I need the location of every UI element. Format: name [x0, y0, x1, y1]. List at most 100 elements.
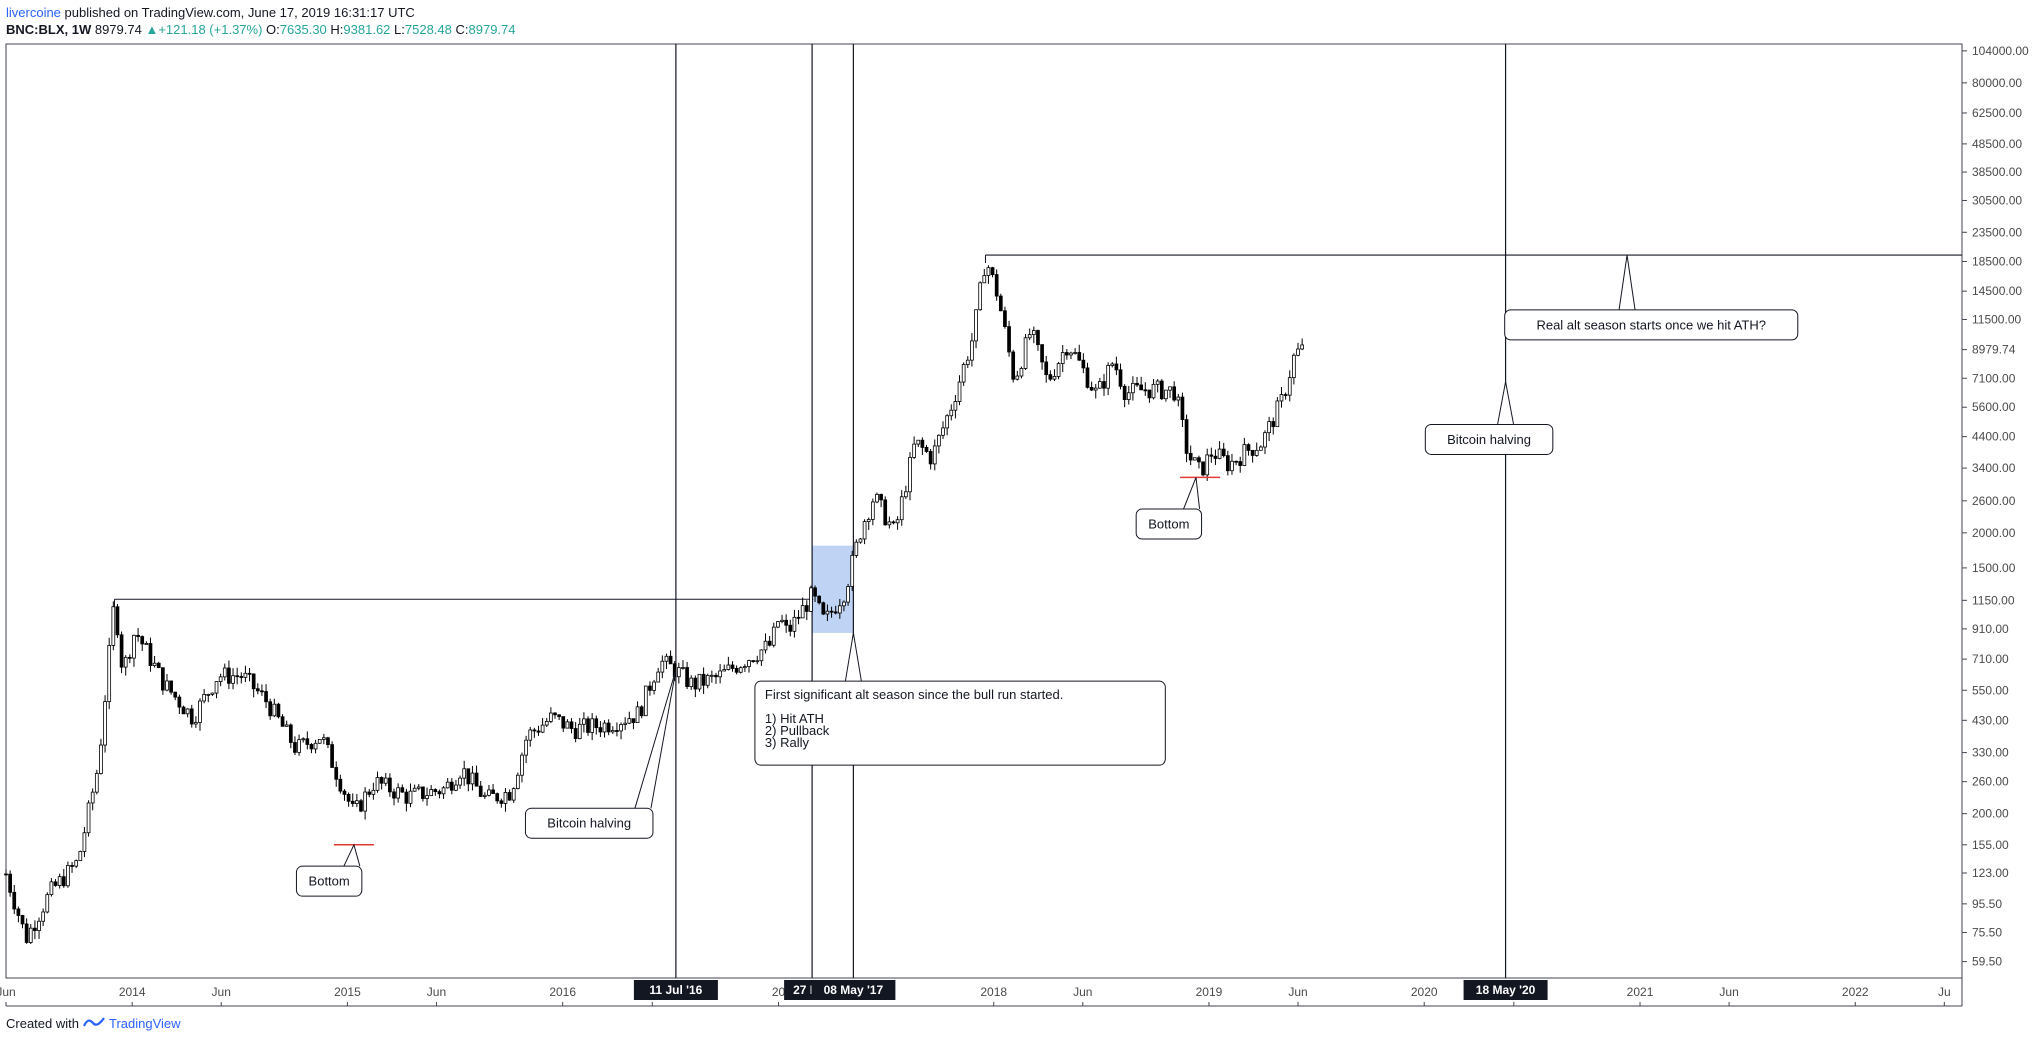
candle-body [978, 282, 983, 311]
candle-body [495, 793, 500, 802]
candle-body [1122, 385, 1127, 400]
candle [37, 917, 41, 940]
candle [809, 585, 813, 612]
candle-body [111, 606, 116, 646]
candle-body [685, 667, 689, 687]
candle-body [280, 716, 285, 727]
candle [1300, 338, 1304, 351]
candle-body [842, 601, 846, 607]
candle [970, 333, 974, 367]
candle-body [227, 667, 231, 684]
candle-body [235, 675, 240, 678]
candle-body [1292, 354, 1296, 379]
candle-body [218, 676, 223, 682]
candle [710, 670, 714, 683]
price-axis-label: 3400.00 [1972, 461, 2016, 475]
candle-body [557, 714, 561, 717]
candle-body [598, 727, 603, 733]
candle-body [202, 694, 206, 702]
candle-body [33, 927, 37, 931]
candle-body [132, 634, 136, 659]
candle [338, 774, 343, 794]
candle [858, 537, 863, 544]
candle [565, 719, 570, 729]
candle [850, 550, 855, 591]
candle [924, 444, 929, 453]
candle-body [656, 671, 661, 683]
candle-body [631, 718, 636, 723]
candle [994, 269, 999, 301]
candle-body [866, 519, 871, 522]
candle [94, 769, 99, 795]
candle-body [895, 519, 900, 524]
candle [1180, 392, 1185, 427]
candle [181, 705, 186, 715]
candle-body [222, 667, 227, 678]
candle-body [338, 778, 343, 792]
candle-body [1172, 386, 1177, 401]
candle [804, 600, 809, 621]
date-tag-box [811, 980, 896, 1000]
candle-body [1031, 330, 1036, 335]
candle-body [965, 359, 970, 365]
candle-body [784, 619, 789, 626]
candle [400, 784, 405, 793]
candle-body [693, 677, 698, 690]
candle [664, 653, 669, 670]
candle-body [400, 787, 405, 793]
created-with-label: Created with [6, 1016, 79, 1031]
symbol-label[interactable]: BNC:BLX, 1W [6, 22, 92, 37]
candle-body [334, 767, 339, 780]
candle [1023, 334, 1028, 370]
candle [730, 661, 735, 672]
candle-body [16, 908, 21, 916]
candle [627, 711, 632, 725]
candle [288, 723, 293, 749]
candle-body [883, 499, 888, 526]
candle [375, 771, 380, 793]
candle [177, 694, 182, 715]
candle-body [41, 911, 45, 922]
candle [767, 635, 772, 647]
candle-body [809, 587, 813, 612]
candle [1147, 389, 1152, 403]
candle-body [858, 538, 863, 543]
candle [949, 404, 954, 421]
candle [573, 721, 578, 743]
candle [8, 870, 12, 897]
candle-body [755, 660, 760, 663]
candle-body [986, 267, 991, 276]
candle-body [1246, 444, 1251, 451]
candle-body [173, 691, 178, 698]
candle-body [1279, 394, 1284, 402]
candle [668, 650, 673, 665]
candle [1143, 382, 1148, 396]
candle-body [1015, 375, 1020, 380]
price-axis-label: 14500.00 [1972, 284, 2022, 298]
candle [825, 604, 830, 622]
candle-body [606, 722, 611, 733]
candle-body [511, 788, 516, 801]
candle-body [722, 669, 727, 672]
candle-body [916, 439, 921, 445]
date-tag-box [1463, 980, 1548, 1000]
candle [1254, 442, 1259, 457]
candle [148, 637, 153, 672]
candle [776, 621, 780, 629]
candle [743, 664, 747, 672]
author-link[interactable]: livercoine [6, 5, 61, 20]
date-tag-label: 11 Jul '16 [649, 983, 702, 997]
candle [916, 439, 921, 448]
candle [1131, 376, 1135, 401]
tradingview-brand[interactable]: TradingView [108, 1016, 181, 1031]
candle [660, 655, 665, 679]
candle-body [668, 655, 673, 665]
candle [1031, 326, 1036, 344]
annotation-text: 2) Pullback [765, 723, 830, 738]
time-axis-label: Jun [1719, 985, 1738, 999]
candle-body [165, 680, 169, 691]
candle [408, 783, 413, 808]
candle-body [549, 712, 553, 722]
low-value: 7528.48 [404, 22, 452, 37]
